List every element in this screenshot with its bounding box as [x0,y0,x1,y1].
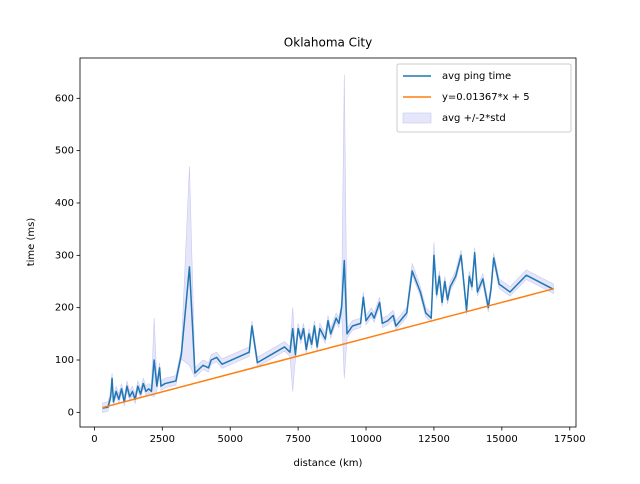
x-tick-label: 12500 [418,434,450,445]
x-tick-label: 10000 [350,434,382,445]
x-tick-label: 7500 [285,434,310,445]
legend-box [396,63,572,133]
legend: avg ping time y=0.01367*x + 5 avg +/-2*std [396,63,572,133]
y-tick-label: 600 [55,93,74,104]
y-tick-label: 300 [55,250,74,261]
x-tick-label: 15000 [486,434,518,445]
chart-title: Oklahoma City [284,36,372,50]
plot-frame [79,57,577,428]
x-axis-label: distance (km) [294,458,363,469]
y-tick-label: 500 [55,146,74,157]
std-band [102,74,554,413]
y-tick-label: 200 [55,303,74,314]
y-axis-label: time (ms) [26,218,37,267]
y-tick-label: 100 [55,355,74,366]
legend-label: avg ping time [442,71,511,82]
legend-patch [402,112,432,124]
legend-label: y=0.01367*x + 5 [442,92,530,103]
legend-label: avg +/-2*std [442,113,506,124]
x-tick-label: 2500 [150,434,175,445]
x-tick-label: 17500 [554,434,586,445]
x-tick-label: 5000 [217,434,242,445]
series-line [102,251,554,409]
x-tick-label: 0 [91,434,97,445]
series-line [102,288,554,409]
y-tick-label: 400 [55,198,74,209]
y-tick-label: 0 [68,407,74,418]
